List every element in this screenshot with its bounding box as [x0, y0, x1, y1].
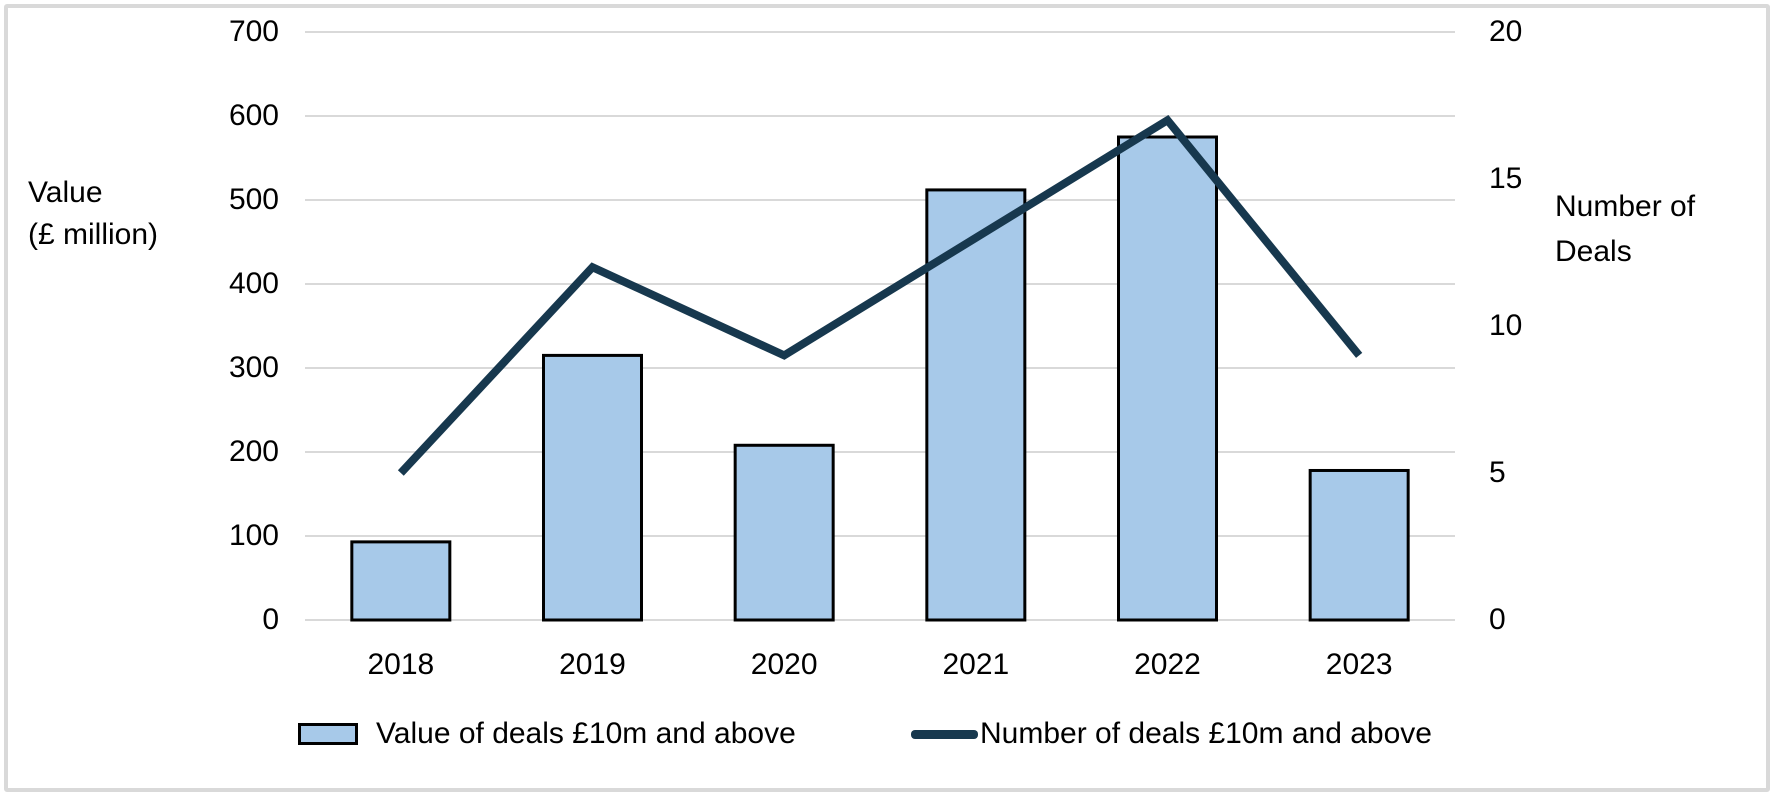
legend-label-value-of-deals: Value of deals £10m and above	[376, 717, 796, 750]
legend-item-value-of-deals: Value of deals £10m and above	[298, 714, 796, 754]
right-axis-tick-10: 10	[1489, 309, 1523, 342]
line-series-swatch	[911, 729, 978, 739]
left-axis-tick-700: 700	[228, 15, 279, 48]
right-axis-tick-0: 0	[1489, 603, 1506, 636]
x-axis-label-2022: 2022	[1134, 648, 1201, 681]
bar-2019	[542, 353, 643, 622]
right-axis-tick-5: 5	[1489, 456, 1506, 489]
left-axis-tick-500: 500	[228, 183, 279, 216]
number-of-deals-line	[397, 114, 1363, 476]
left-axis-tick-200: 200	[228, 435, 279, 468]
bar-2020	[733, 443, 835, 622]
x-axis-label-2023: 2023	[1325, 648, 1393, 681]
left-axis-tick-100: 100	[228, 519, 279, 552]
x-axis-label-2019: 2019	[559, 648, 626, 681]
bar-2023	[1308, 468, 1410, 622]
left-axis-tick-300: 300	[228, 351, 279, 384]
bar-2018	[350, 540, 452, 622]
chart-frame	[4, 4, 1770, 792]
legend-label-number-of-deals: Number of deals £10m and above	[980, 717, 1432, 750]
left-axis-title: Value (£ million)	[28, 176, 159, 251]
x-axis-label-2018: 2018	[367, 648, 435, 681]
x-axis-label-2021: 2021	[942, 648, 1010, 681]
right-axis-title: Number of Deals	[1555, 190, 1696, 268]
legend-item-number-of-deals: Number of deals £10m and above	[911, 714, 1432, 754]
x-axis-label-2020: 2020	[750, 648, 818, 681]
left-axis-tick-400: 400	[228, 267, 279, 300]
right-axis-tick-20: 20	[1489, 15, 1523, 48]
left-axis-tick-600: 600	[228, 99, 279, 132]
right-axis-tick-15: 15	[1489, 162, 1523, 195]
left-axis-tick-0: 0	[262, 603, 279, 636]
bar-series-swatch	[298, 723, 358, 745]
bar-2022	[1117, 135, 1218, 622]
